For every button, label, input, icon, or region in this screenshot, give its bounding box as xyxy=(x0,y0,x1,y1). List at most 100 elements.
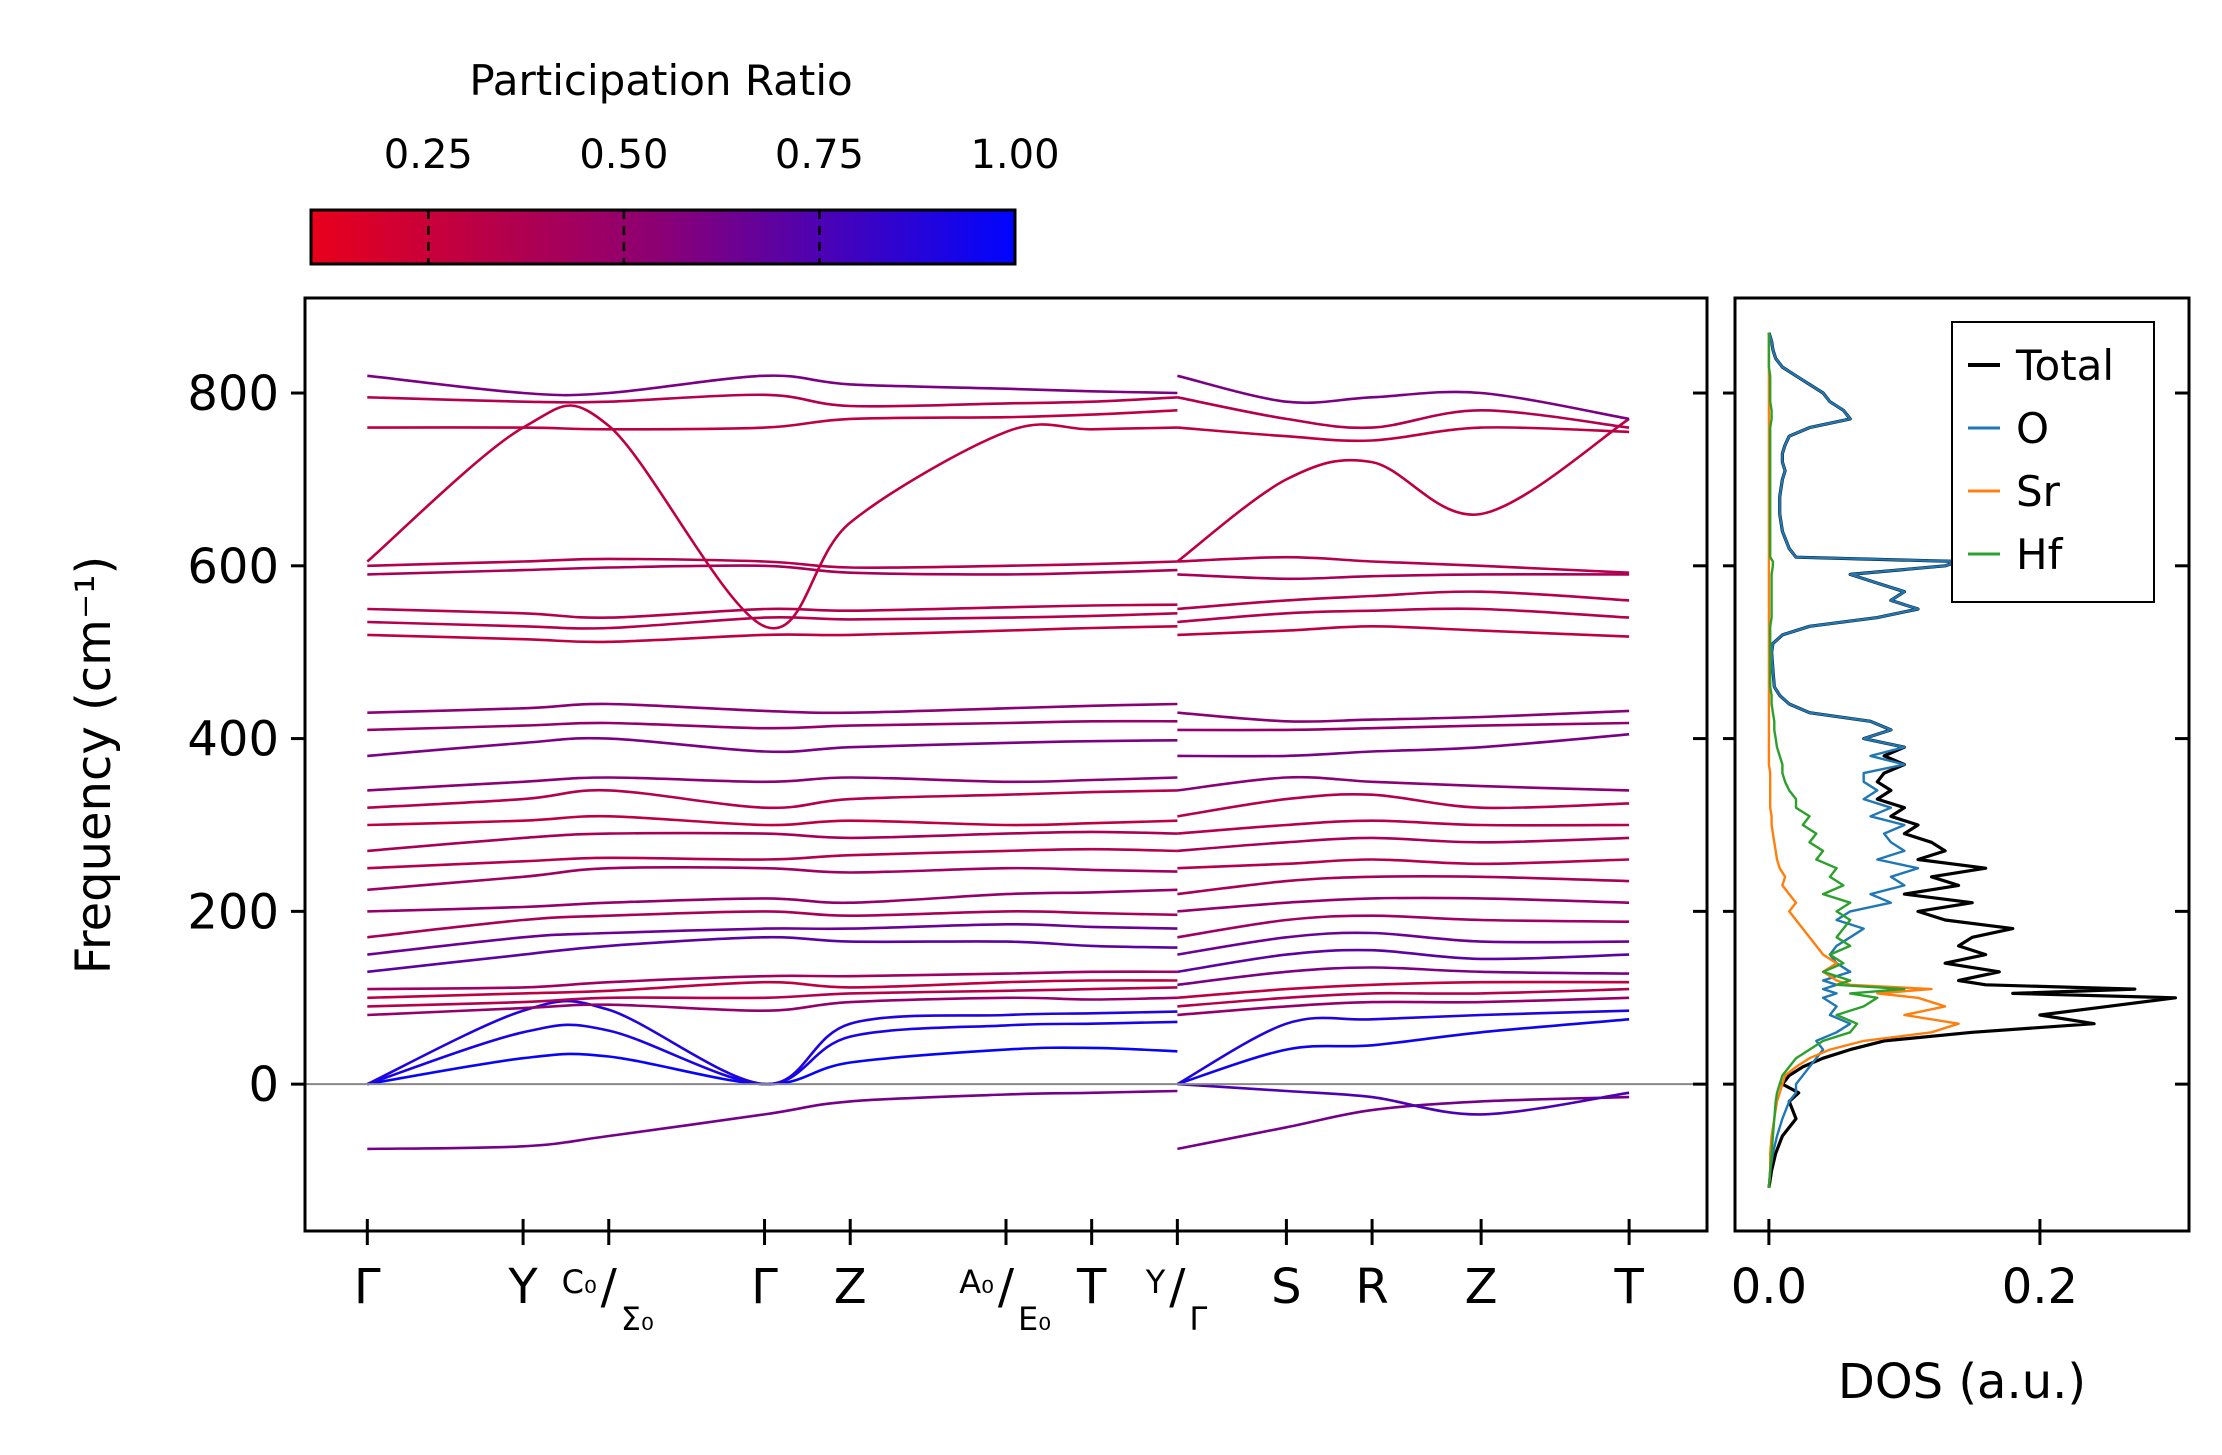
phonon-band xyxy=(1177,426,1630,443)
phonon-band xyxy=(367,625,1178,644)
kpoint-label: A₀/E₀ xyxy=(959,1259,1051,1338)
kpoint-label-text: Y xyxy=(507,1259,538,1315)
phonon-band xyxy=(1177,573,1630,581)
phonon-band xyxy=(367,935,1178,974)
phonon-band xyxy=(1177,709,1630,723)
band-y-tick-label: 600 xyxy=(187,539,279,595)
phonon-band xyxy=(1177,1095,1630,1151)
phonon-band xyxy=(1177,555,1630,574)
kpoint-label: Γ xyxy=(354,1259,381,1315)
phonon-band xyxy=(1177,836,1630,853)
kpoint-label-text: Γ xyxy=(354,1259,381,1315)
phonon-band xyxy=(1177,396,1630,430)
phonon-band xyxy=(367,1046,1178,1086)
kpoint-label-text: Z xyxy=(1465,1259,1498,1315)
phonon-band xyxy=(1177,987,1630,1008)
phonon-band xyxy=(367,736,1178,758)
colorbar-tick-label: 0.25 xyxy=(384,132,473,178)
phonon-band xyxy=(367,719,1178,732)
phonon-band xyxy=(367,979,1178,1000)
phonon-band xyxy=(1177,980,1630,1000)
kpoint-label-sup: A₀ xyxy=(959,1263,994,1301)
phonon-band xyxy=(367,409,1178,431)
dos-axes-frame xyxy=(1733,296,2191,1233)
legend-label: Sr xyxy=(2016,467,2061,516)
kpoint-label-sub: Γ xyxy=(1189,1300,1207,1338)
colorbar-tick-label: 1.00 xyxy=(970,132,1059,178)
phonon-band xyxy=(1177,931,1630,956)
phonon-band xyxy=(367,374,1178,397)
kpoint-label-text: R xyxy=(1355,1259,1388,1315)
band-axes-frame xyxy=(303,296,1709,1233)
phonon-band xyxy=(367,830,1178,853)
kpoint-label-text: T xyxy=(1613,1259,1644,1315)
kpoint-label-text: Z xyxy=(834,1259,867,1315)
dos-x-axis-label: DOS (a.u.) xyxy=(1838,1354,2086,1410)
band-y-tick-label: 0 xyxy=(248,1057,279,1113)
dos-x-tick-label: 0.2 xyxy=(2002,1259,2078,1315)
phonon-band xyxy=(367,910,1178,939)
phonon-band xyxy=(1177,374,1630,421)
kpoint-label: C₀/Σ₀ xyxy=(562,1259,654,1338)
phonon-band xyxy=(366,999,1178,1086)
band-y-tick-label: 800 xyxy=(187,366,279,422)
dos-series-hf xyxy=(1767,332,1906,1188)
kpoint-label-text: Γ xyxy=(751,1259,778,1315)
phonon-band xyxy=(1177,607,1630,624)
colorbar-tick-label: 0.50 xyxy=(579,132,668,178)
phonon-band xyxy=(1177,819,1630,835)
kpoint-label: Γ xyxy=(751,1259,778,1315)
colorbar-title: Participation Ratio xyxy=(469,56,852,105)
phonon-band xyxy=(367,814,1178,827)
phonon-band xyxy=(1177,1082,1630,1116)
phonon-band xyxy=(367,702,1178,715)
phonon-band xyxy=(1177,721,1630,732)
phonon-band xyxy=(1176,417,1630,563)
phonon-band xyxy=(367,612,1178,630)
phonon-band xyxy=(367,788,1178,810)
colorbar-tick-label: 0.75 xyxy=(775,132,864,178)
phonon-band xyxy=(367,564,1178,576)
phonon-band xyxy=(366,1020,1178,1086)
kpoint-label-slash: / xyxy=(1169,1259,1186,1315)
dos-series-o xyxy=(1767,332,1960,1188)
phonon-band xyxy=(1177,590,1630,611)
phonon-band xyxy=(367,888,1178,913)
phonon-band xyxy=(367,996,1178,1017)
dos-series-sr xyxy=(1767,332,1960,1188)
phonon-band xyxy=(367,970,1178,991)
kpoint-label-sup: Y xyxy=(1145,1263,1166,1301)
phonon-band xyxy=(1177,733,1630,758)
phonon-band xyxy=(367,922,1178,956)
kpoint-label: Z xyxy=(1465,1259,1498,1315)
phonon-band xyxy=(1177,996,1630,1017)
phonon-band xyxy=(367,1089,1178,1151)
kpoint-label-text: S xyxy=(1271,1259,1301,1315)
phonon-band xyxy=(1177,914,1630,939)
kpoint-label: R xyxy=(1355,1259,1388,1315)
band-y-tick-label: 200 xyxy=(187,884,279,940)
kpoint-label: S xyxy=(1271,1259,1301,1315)
phonon-band xyxy=(1177,792,1630,818)
kpoint-label: T xyxy=(1613,1259,1644,1315)
band-y-tick-label: 400 xyxy=(187,712,279,768)
phonon-band xyxy=(1177,874,1630,896)
legend-label: Hf xyxy=(2016,530,2064,579)
phonon-band xyxy=(367,776,1178,792)
kpoint-label: Y/Γ xyxy=(1145,1259,1208,1338)
kpoint-label: Z xyxy=(834,1259,867,1315)
phonon-band xyxy=(367,847,1178,870)
kpoint-label-text: T xyxy=(1076,1259,1107,1315)
phonon-band xyxy=(367,866,1178,892)
kpoint-label-sup: C₀ xyxy=(562,1263,597,1301)
dos-legend: Total O Sr Hf xyxy=(1951,321,2155,603)
kpoint-label-sub: Σ₀ xyxy=(621,1300,654,1338)
phonon-band xyxy=(367,557,1178,569)
colorbar: Participation Ratio 0.25 0.50 0.75 1.00 xyxy=(309,56,1060,266)
kpoint-label: Y xyxy=(507,1259,538,1315)
colorbar-bar xyxy=(309,208,1017,266)
dos-panel: 0.0 0.2 DOS (a.u.) Total O Sr Hf xyxy=(1723,296,2191,1410)
kpoint-label-sub: E₀ xyxy=(1018,1300,1051,1338)
phonon-band xyxy=(1177,896,1630,913)
